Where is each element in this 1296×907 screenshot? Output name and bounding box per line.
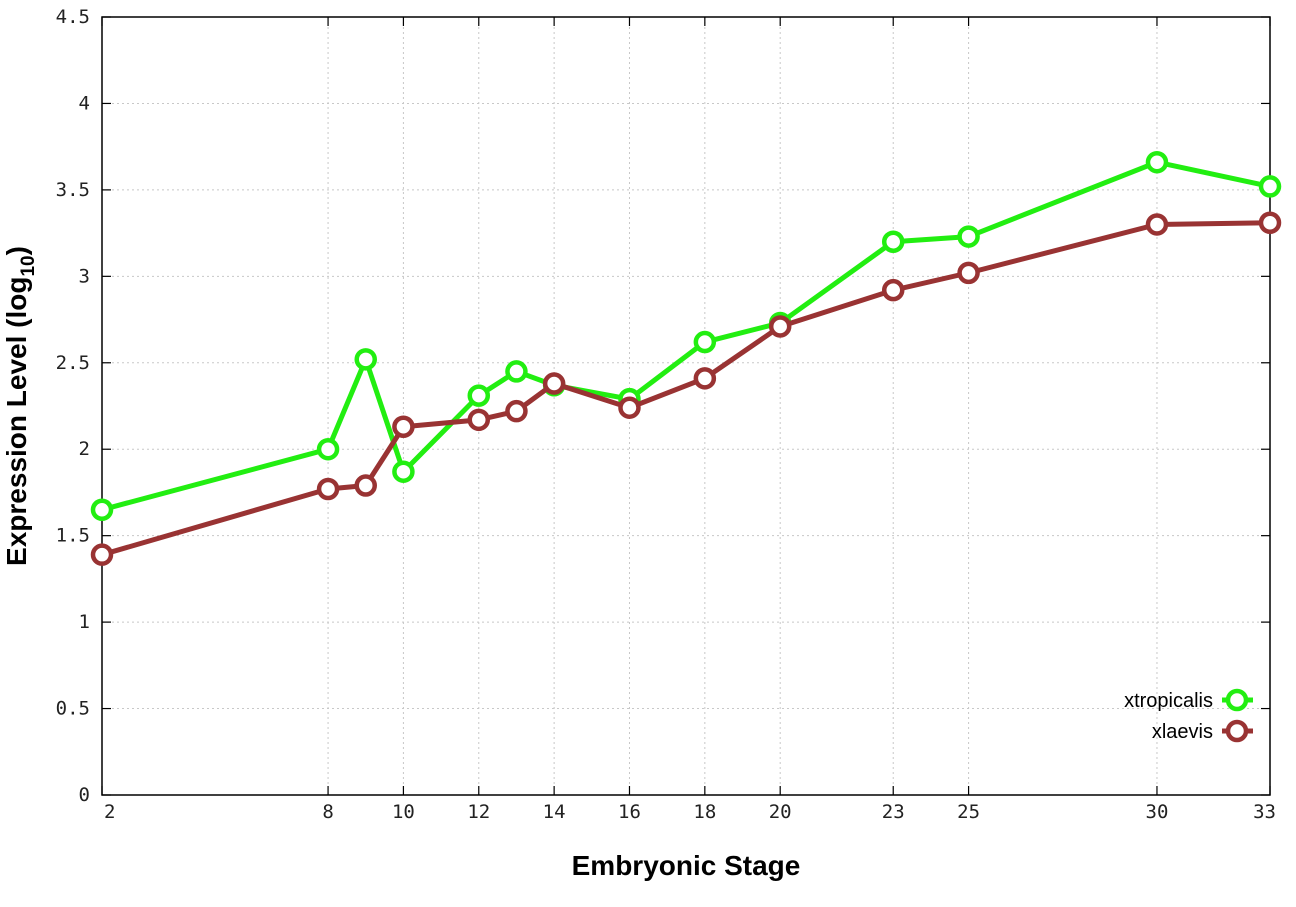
legend-marker-xlaevis [1225, 719, 1249, 743]
x-tick-label: 12 [467, 801, 490, 823]
data-point-xtropicalis [90, 498, 114, 521]
data-point-xtropicalis [881, 230, 905, 254]
data-point-xlaevis [693, 367, 717, 390]
data-point-xlaevis [90, 543, 114, 566]
data-point-xlaevis [354, 474, 377, 497]
x-tick-label: 18 [693, 801, 716, 823]
data-point-xlaevis [505, 399, 528, 423]
y-tick-label: 0 [79, 784, 90, 806]
y-axis-title-main: Expression Level (log [1, 277, 32, 566]
x-tick-label: 14 [543, 801, 566, 823]
legend: xtropicalis xlaevis [1124, 688, 1253, 743]
legend-marker-xtropicalis [1225, 688, 1249, 712]
data-point-xtropicalis [467, 384, 491, 407]
data-point-xlaevis [1145, 213, 1169, 236]
data-point-xlaevis [957, 261, 980, 285]
plot-frame [101, 16, 1271, 796]
x-axis-title: Embryonic Stage [572, 850, 801, 881]
x-tick-label: 25 [957, 801, 980, 823]
legend-label-xlaevis: xlaevis [1152, 721, 1213, 743]
data-point-xtropicalis [505, 360, 528, 383]
y-tick-label: 0.5 [56, 698, 90, 720]
data-point-xtropicalis [354, 348, 377, 371]
series-lines [90, 150, 1282, 566]
data-point-xtropicalis [316, 437, 340, 461]
x-tick-label: 30 [1146, 801, 1169, 823]
grid-lines [102, 17, 1270, 795]
data-point-xlaevis [768, 315, 792, 338]
x-tick-label: 10 [392, 801, 415, 823]
data-point-xlaevis [316, 477, 340, 501]
y-tick-label: 4 [79, 92, 90, 114]
x-tick-label: 33 [1253, 801, 1276, 823]
y-tick-label: 1 [79, 611, 90, 633]
x-tick-label: 2 [104, 801, 115, 823]
data-point-xlaevis [618, 396, 641, 419]
legend-label-xtropicalis: xtropicalis [1124, 690, 1213, 712]
x-tick-label: 16 [618, 801, 641, 823]
y-tick-label: 4.5 [56, 6, 90, 28]
y-axis-title-close: ) [1, 246, 32, 255]
series-line-xlaevis [101, 220, 1271, 558]
y-tick-label: 3.5 [56, 179, 90, 201]
y-tick-label: 1.5 [56, 525, 90, 547]
data-point-xtropicalis [693, 330, 717, 354]
y-axis-title-subscript: 10 [18, 255, 39, 276]
y-tick-label: 3 [79, 265, 90, 287]
y-tick-label: 2.5 [56, 352, 90, 374]
y-axis-title: Expression Level (log10) [1, 246, 39, 566]
axis-ticks: 0 0.5 1 1.5 2 2.5 3 3.5 4 4.5 2 8 10 12 14 16 18 20 23 25 30… [56, 6, 1276, 823]
x-tick-label: 23 [882, 801, 905, 823]
x-tick-label: 8 [322, 801, 333, 823]
data-point-xlaevis [392, 415, 415, 438]
series-line-xtropicalis [101, 159, 1271, 513]
data-point-xtropicalis [1258, 175, 1282, 198]
data-point-xlaevis [1258, 211, 1282, 234]
data-point-xlaevis [881, 278, 905, 302]
data-point-xlaevis [467, 408, 491, 432]
data-point-xtropicalis [957, 225, 980, 248]
x-tick-label: 20 [769, 801, 792, 823]
data-point-xlaevis [542, 372, 566, 395]
y-tick-label: 2 [79, 438, 90, 460]
data-point-xtropicalis [1145, 150, 1169, 174]
data-point-xtropicalis [392, 460, 415, 483]
